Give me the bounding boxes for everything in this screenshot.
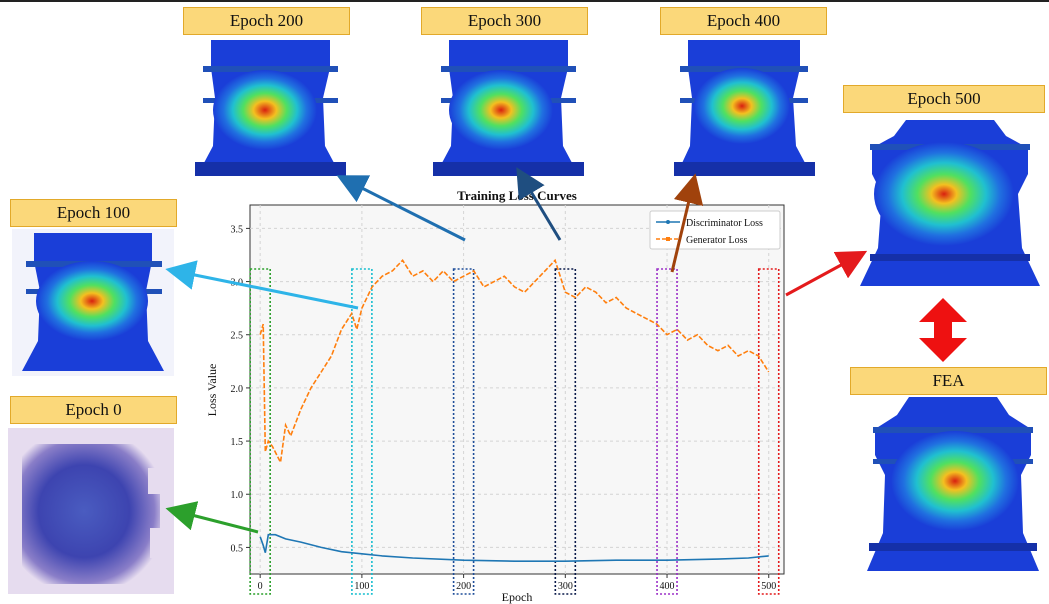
heatmap-epoch-300 [433,40,584,176]
y-tick-label: 2.0 [231,384,244,395]
double-arrow-compare [919,298,967,362]
top-rule [0,0,1049,2]
highlight-boxes [249,268,780,595]
x-tick-label: 200 [456,581,471,592]
y-axis-label: Loss Value [205,364,219,417]
grid [250,205,784,574]
y-tick-label: 0.5 [231,543,244,554]
chart-title: Training Loss Curves [457,188,577,203]
series-line-1 [259,258,770,465]
series-lines [259,258,770,562]
arrows [165,167,967,534]
x-tick-label: 0 [258,581,263,592]
label-epoch-200: Epoch 200 [183,7,350,35]
x-tick-label: 300 [558,581,573,592]
arrow-to-epoch-200 [336,175,466,242]
legend: Discriminator Loss Generator Loss [649,210,781,250]
legend-label-generator: Generator Loss [686,235,747,246]
arrow-to-epoch-400 [670,173,704,273]
highlight-box-epoch-300 [554,268,577,595]
highlight-box-epoch-0 [249,268,271,595]
y-tick-label: 1.0 [231,490,244,501]
legend-label-discriminator: Discriminator Loss [686,218,763,229]
label-epoch-400: Epoch 400 [660,7,827,35]
label-epoch-500: Epoch 500 [843,85,1045,113]
arrow-to-epoch-300 [516,167,562,241]
highlight-box-epoch-400 [656,268,678,595]
x-tick-label: 500 [761,581,776,592]
heatmap-epoch-500 [860,120,1040,286]
heatmap-epoch-400 [674,40,815,176]
heatmap-epoch-200 [195,40,346,176]
x-axis-label: Epoch [502,590,533,604]
arrow-to-epoch-100 [165,260,359,310]
plot-area [249,204,785,575]
x-tick-label: 400 [660,581,675,592]
y-tick-label: 2.5 [231,331,244,342]
series-line-0 [259,533,769,562]
label-fea: FEA [850,367,1047,395]
y-ticks: 0.51.01.52.02.53.03.5 [231,224,250,554]
x-ticks: 0 100 200 300 400 500 [258,574,776,592]
noise-image-epoch-0 [8,428,174,594]
arrow-to-epoch-500 [785,250,868,297]
highlight-box-epoch-200 [452,268,475,595]
heatmap-fea [867,397,1039,571]
y-tick-label: 3.5 [231,224,244,235]
highlight-box-epoch-100 [351,268,373,595]
x-tick-label: 100 [354,581,369,592]
label-epoch-100: Epoch 100 [10,199,177,227]
arrow-to-epoch-0 [165,501,259,534]
label-epoch-0: Epoch 0 [10,396,177,424]
heatmap-epoch-100 [12,229,174,376]
y-tick-label: 1.5 [231,437,244,448]
highlight-box-epoch-500 [757,268,780,595]
label-epoch-300: Epoch 300 [421,7,588,35]
